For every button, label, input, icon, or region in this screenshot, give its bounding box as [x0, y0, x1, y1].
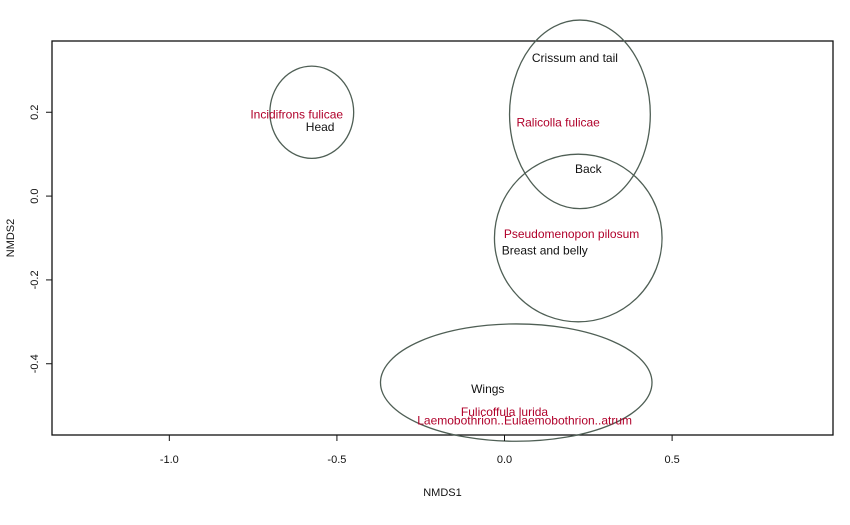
y-tick-label: 0.2 [29, 105, 41, 120]
x-axis-title: NMDS1 [423, 487, 462, 499]
ellipse-layer [269, 19, 663, 442]
site-label: Breast and belly [502, 244, 588, 258]
x-tick-label: 0.5 [664, 454, 679, 466]
y-axis: 0.2 0.0 -0.2 -0.4 [29, 105, 52, 373]
species-label: Incidifrons fulicae [250, 107, 343, 121]
x-axis: -1.0 -0.5 0.0 0.5 [160, 435, 680, 466]
species-label: Fulicoffula lurida [461, 405, 548, 419]
y-tick-label: -0.4 [29, 354, 41, 373]
label-layer: Head Crissum and tail Back Breast and belly… [250, 51, 639, 428]
x-tick-label: -1.0 [160, 454, 179, 466]
y-axis-title: NMDS2 [5, 219, 17, 258]
plot-frame [51, 40, 834, 436]
y-tick-label: -0.2 [29, 270, 41, 289]
ellipse-0 [269, 65, 355, 160]
y-tick-label: 0.0 [29, 188, 41, 203]
site-label: Back [575, 162, 603, 176]
ellipse-3 [379, 323, 653, 442]
species-label: Ralicolla fulicae [516, 116, 600, 130]
x-tick-label: 0.0 [497, 454, 512, 466]
x-tick-label: -0.5 [327, 454, 346, 466]
site-label: Wings [471, 382, 504, 396]
species-label: Laemobothrion..Eulaemobothrion..atrum [417, 413, 632, 427]
ellipse-2 [493, 153, 663, 323]
ellipse-1 [508, 19, 651, 210]
species-label: Pseudomenopon pilosum [504, 227, 639, 241]
site-label: Crissum and tail [532, 51, 618, 65]
site-label: Head [306, 120, 335, 134]
